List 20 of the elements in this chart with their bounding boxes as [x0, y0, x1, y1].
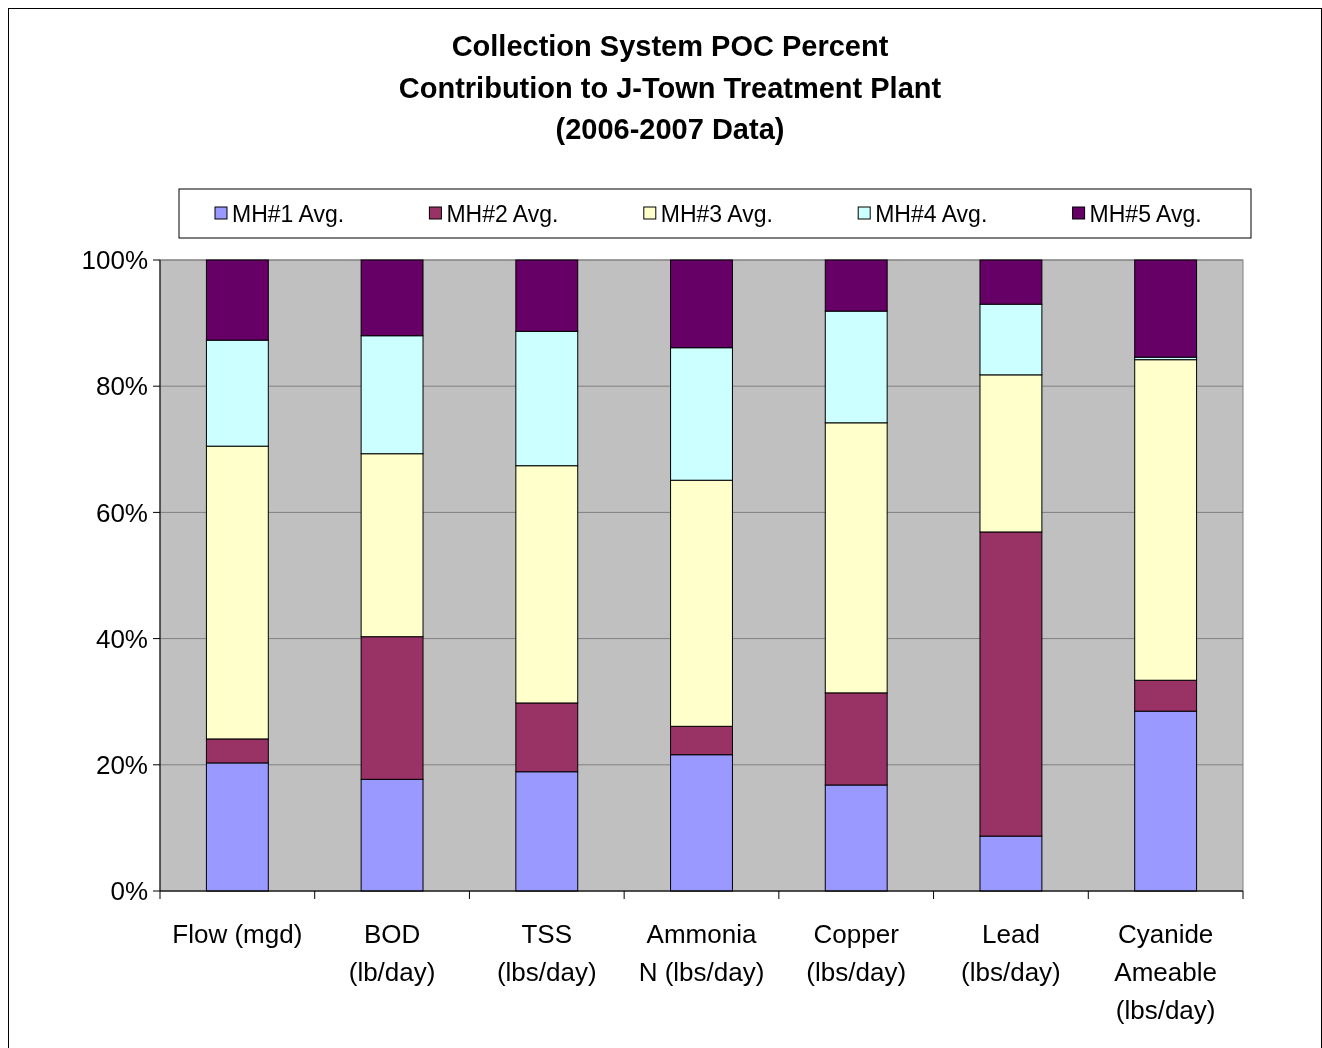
x-tick-label: BOD (lb/day) [348, 919, 436, 987]
x-tick-label: Copper (lbs/day) [806, 919, 907, 987]
y-tick-label: 60% [95, 497, 148, 528]
legend-label: MH#5 Avg. [1089, 201, 1202, 228]
legend-label: MH#4 Avg. [875, 201, 988, 228]
y-tick-label: 100% [81, 245, 148, 276]
legend-label: MH#2 Avg. [446, 201, 559, 228]
legend-label: MH#3 Avg. [660, 201, 773, 228]
x-tick-label: Cyanide Ameable (lbs/day) [1114, 919, 1217, 1025]
x-tick-label: Lead (lbs/day) [961, 919, 1061, 987]
chart-title: Collection System POC Percent Contribution to J-Town Treatment Plant (2006-2007 Data) [398, 30, 942, 145]
bar [1134, 259, 1198, 358]
y-tick-label: 40% [95, 623, 148, 654]
legend-label: MH#1 Avg. [232, 201, 345, 228]
x-tick-label: Ammonia N (lbs/day) [638, 919, 765, 987]
y-tick-label: 80% [95, 371, 148, 402]
y-tick-label: 20% [95, 749, 148, 780]
y-tick-label: 0% [110, 876, 148, 907]
x-tick-label: Flow (mgd) [172, 919, 303, 949]
x-tick-label: TSS (lbs/day) [496, 919, 597, 987]
